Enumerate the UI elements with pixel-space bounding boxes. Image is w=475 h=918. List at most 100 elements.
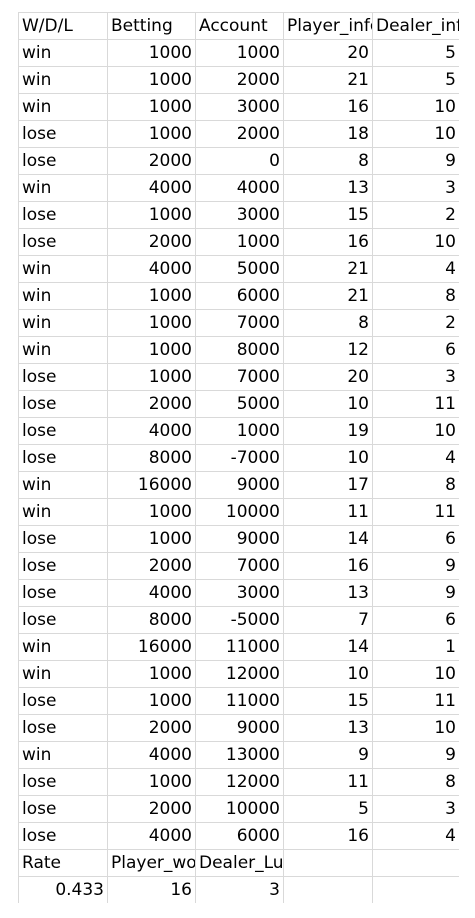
cell-player-info[interactable]: 11 — [283, 768, 373, 796]
cell-player-info[interactable]: 21 — [283, 255, 373, 283]
cell-account[interactable]: 13000 — [195, 741, 284, 769]
cell-wdl[interactable]: lose — [18, 120, 108, 148]
cell-betting[interactable]: 2000 — [107, 714, 196, 742]
cell-dealer-info[interactable]: 9 — [372, 552, 459, 580]
cell-dealer-info[interactable]: 10 — [372, 93, 459, 121]
cell-wdl[interactable]: lose — [18, 525, 108, 553]
cell-betting[interactable]: 1000 — [107, 309, 196, 337]
cell-account[interactable]: 4000 — [195, 174, 284, 202]
cell-betting[interactable]: 1000 — [107, 336, 196, 364]
cell-player-info[interactable]: 16 — [283, 228, 373, 256]
cell-betting[interactable]: 1000 — [107, 498, 196, 526]
cell-wdl[interactable]: W/D/L — [18, 12, 108, 40]
cell-dealer-info[interactable]: 11 — [372, 498, 459, 526]
cell-account[interactable]: 2000 — [195, 120, 284, 148]
cell-dealer-info[interactable]: 8 — [372, 471, 459, 499]
cell-player-info[interactable]: 13 — [283, 174, 373, 202]
cell-betting[interactable]: 4000 — [107, 417, 196, 445]
cell-account[interactable]: 1000 — [195, 417, 284, 445]
cell-wdl[interactable]: win — [18, 336, 108, 364]
cell-account[interactable]: 10000 — [195, 795, 284, 823]
cell-betting[interactable]: 1000 — [107, 201, 196, 229]
cell-dealer-info[interactable]: 9 — [372, 741, 459, 769]
cell-wdl[interactable]: lose — [18, 417, 108, 445]
cell-wdl[interactable]: win — [18, 39, 108, 67]
cell-betting[interactable]: 1000 — [107, 660, 196, 688]
cell-dealer-info[interactable]: 5 — [372, 39, 459, 67]
cell-dealer-info[interactable] — [372, 876, 459, 903]
cell-betting[interactable]: 1000 — [107, 363, 196, 391]
cell-dealer-info[interactable]: 10 — [372, 660, 459, 688]
cell-player-info[interactable]: 15 — [283, 687, 373, 715]
cell-wdl[interactable]: lose — [18, 363, 108, 391]
cell-player-info[interactable]: Player_info — [283, 12, 373, 40]
cell-wdl[interactable]: lose — [18, 606, 108, 634]
cell-wdl[interactable]: lose — [18, 390, 108, 418]
cell-player-info[interactable]: 10 — [283, 444, 373, 472]
cell-dealer-info[interactable]: 2 — [372, 309, 459, 337]
cell-player-info[interactable]: 14 — [283, 525, 373, 553]
cell-dealer-info[interactable]: 10 — [372, 120, 459, 148]
cell-wdl[interactable]: lose — [18, 822, 108, 850]
cell-betting[interactable]: 8000 — [107, 444, 196, 472]
cell-wdl[interactable]: win — [18, 309, 108, 337]
cell-account[interactable]: 7000 — [195, 309, 284, 337]
cell-account[interactable]: Dealer_Lucky — [195, 849, 284, 877]
cell-dealer-info[interactable]: 3 — [372, 795, 459, 823]
cell-wdl[interactable]: lose — [18, 768, 108, 796]
cell-account[interactable]: Account — [195, 12, 284, 40]
cell-player-info[interactable]: 20 — [283, 39, 373, 67]
cell-player-info[interactable]: 14 — [283, 633, 373, 661]
cell-betting[interactable]: 4000 — [107, 579, 196, 607]
cell-account[interactable]: 1000 — [195, 228, 284, 256]
cell-betting[interactable]: 2000 — [107, 147, 196, 175]
cell-dealer-info[interactable]: 10 — [372, 228, 459, 256]
cell-player-info[interactable]: 10 — [283, 390, 373, 418]
cell-account[interactable]: 10000 — [195, 498, 284, 526]
cell-betting[interactable]: 1000 — [107, 768, 196, 796]
cell-betting[interactable]: 2000 — [107, 390, 196, 418]
cell-player-info[interactable]: 13 — [283, 579, 373, 607]
cell-dealer-info[interactable]: 11 — [372, 687, 459, 715]
cell-account[interactable]: 6000 — [195, 822, 284, 850]
cell-betting[interactable]: 8000 — [107, 606, 196, 634]
cell-betting[interactable]: 4000 — [107, 741, 196, 769]
cell-player-info[interactable]: 21 — [283, 66, 373, 94]
cell-dealer-info[interactable]: 4 — [372, 822, 459, 850]
cell-betting[interactable]: 1000 — [107, 66, 196, 94]
cell-player-info[interactable] — [283, 876, 373, 903]
cell-account[interactable]: 12000 — [195, 768, 284, 796]
cell-dealer-info[interactable]: Dealer_info — [372, 12, 459, 40]
cell-account[interactable]: 3000 — [195, 93, 284, 121]
cell-betting[interactable]: 1000 — [107, 687, 196, 715]
cell-dealer-info[interactable]: 11 — [372, 390, 459, 418]
cell-betting[interactable]: Betting — [107, 12, 196, 40]
cell-betting[interactable]: Player_worst — [107, 849, 196, 877]
cell-betting[interactable]: 2000 — [107, 795, 196, 823]
cell-betting[interactable]: 1000 — [107, 525, 196, 553]
cell-player-info[interactable]: 8 — [283, 309, 373, 337]
cell-betting[interactable]: 16 — [107, 876, 196, 903]
cell-account[interactable]: -5000 — [195, 606, 284, 634]
cell-betting[interactable]: 1000 — [107, 39, 196, 67]
cell-wdl[interactable]: win — [18, 255, 108, 283]
cell-player-info[interactable]: 8 — [283, 147, 373, 175]
cell-account[interactable]: 7000 — [195, 552, 284, 580]
cell-betting[interactable]: 1000 — [107, 120, 196, 148]
cell-dealer-info[interactable]: 8 — [372, 768, 459, 796]
cell-player-info[interactable]: 19 — [283, 417, 373, 445]
cell-account[interactable]: 9000 — [195, 471, 284, 499]
cell-account[interactable]: 8000 — [195, 336, 284, 364]
cell-wdl[interactable]: lose — [18, 795, 108, 823]
cell-player-info[interactable]: 16 — [283, 93, 373, 121]
cell-betting[interactable]: 4000 — [107, 174, 196, 202]
cell-betting[interactable]: 4000 — [107, 822, 196, 850]
cell-wdl[interactable]: win — [18, 633, 108, 661]
cell-player-info[interactable]: 5 — [283, 795, 373, 823]
cell-account[interactable]: 9000 — [195, 525, 284, 553]
cell-betting[interactable]: 1000 — [107, 93, 196, 121]
cell-player-info[interactable]: 10 — [283, 660, 373, 688]
cell-betting[interactable]: 16000 — [107, 633, 196, 661]
cell-wdl[interactable]: Rate — [18, 849, 108, 877]
cell-wdl[interactable]: win — [18, 498, 108, 526]
